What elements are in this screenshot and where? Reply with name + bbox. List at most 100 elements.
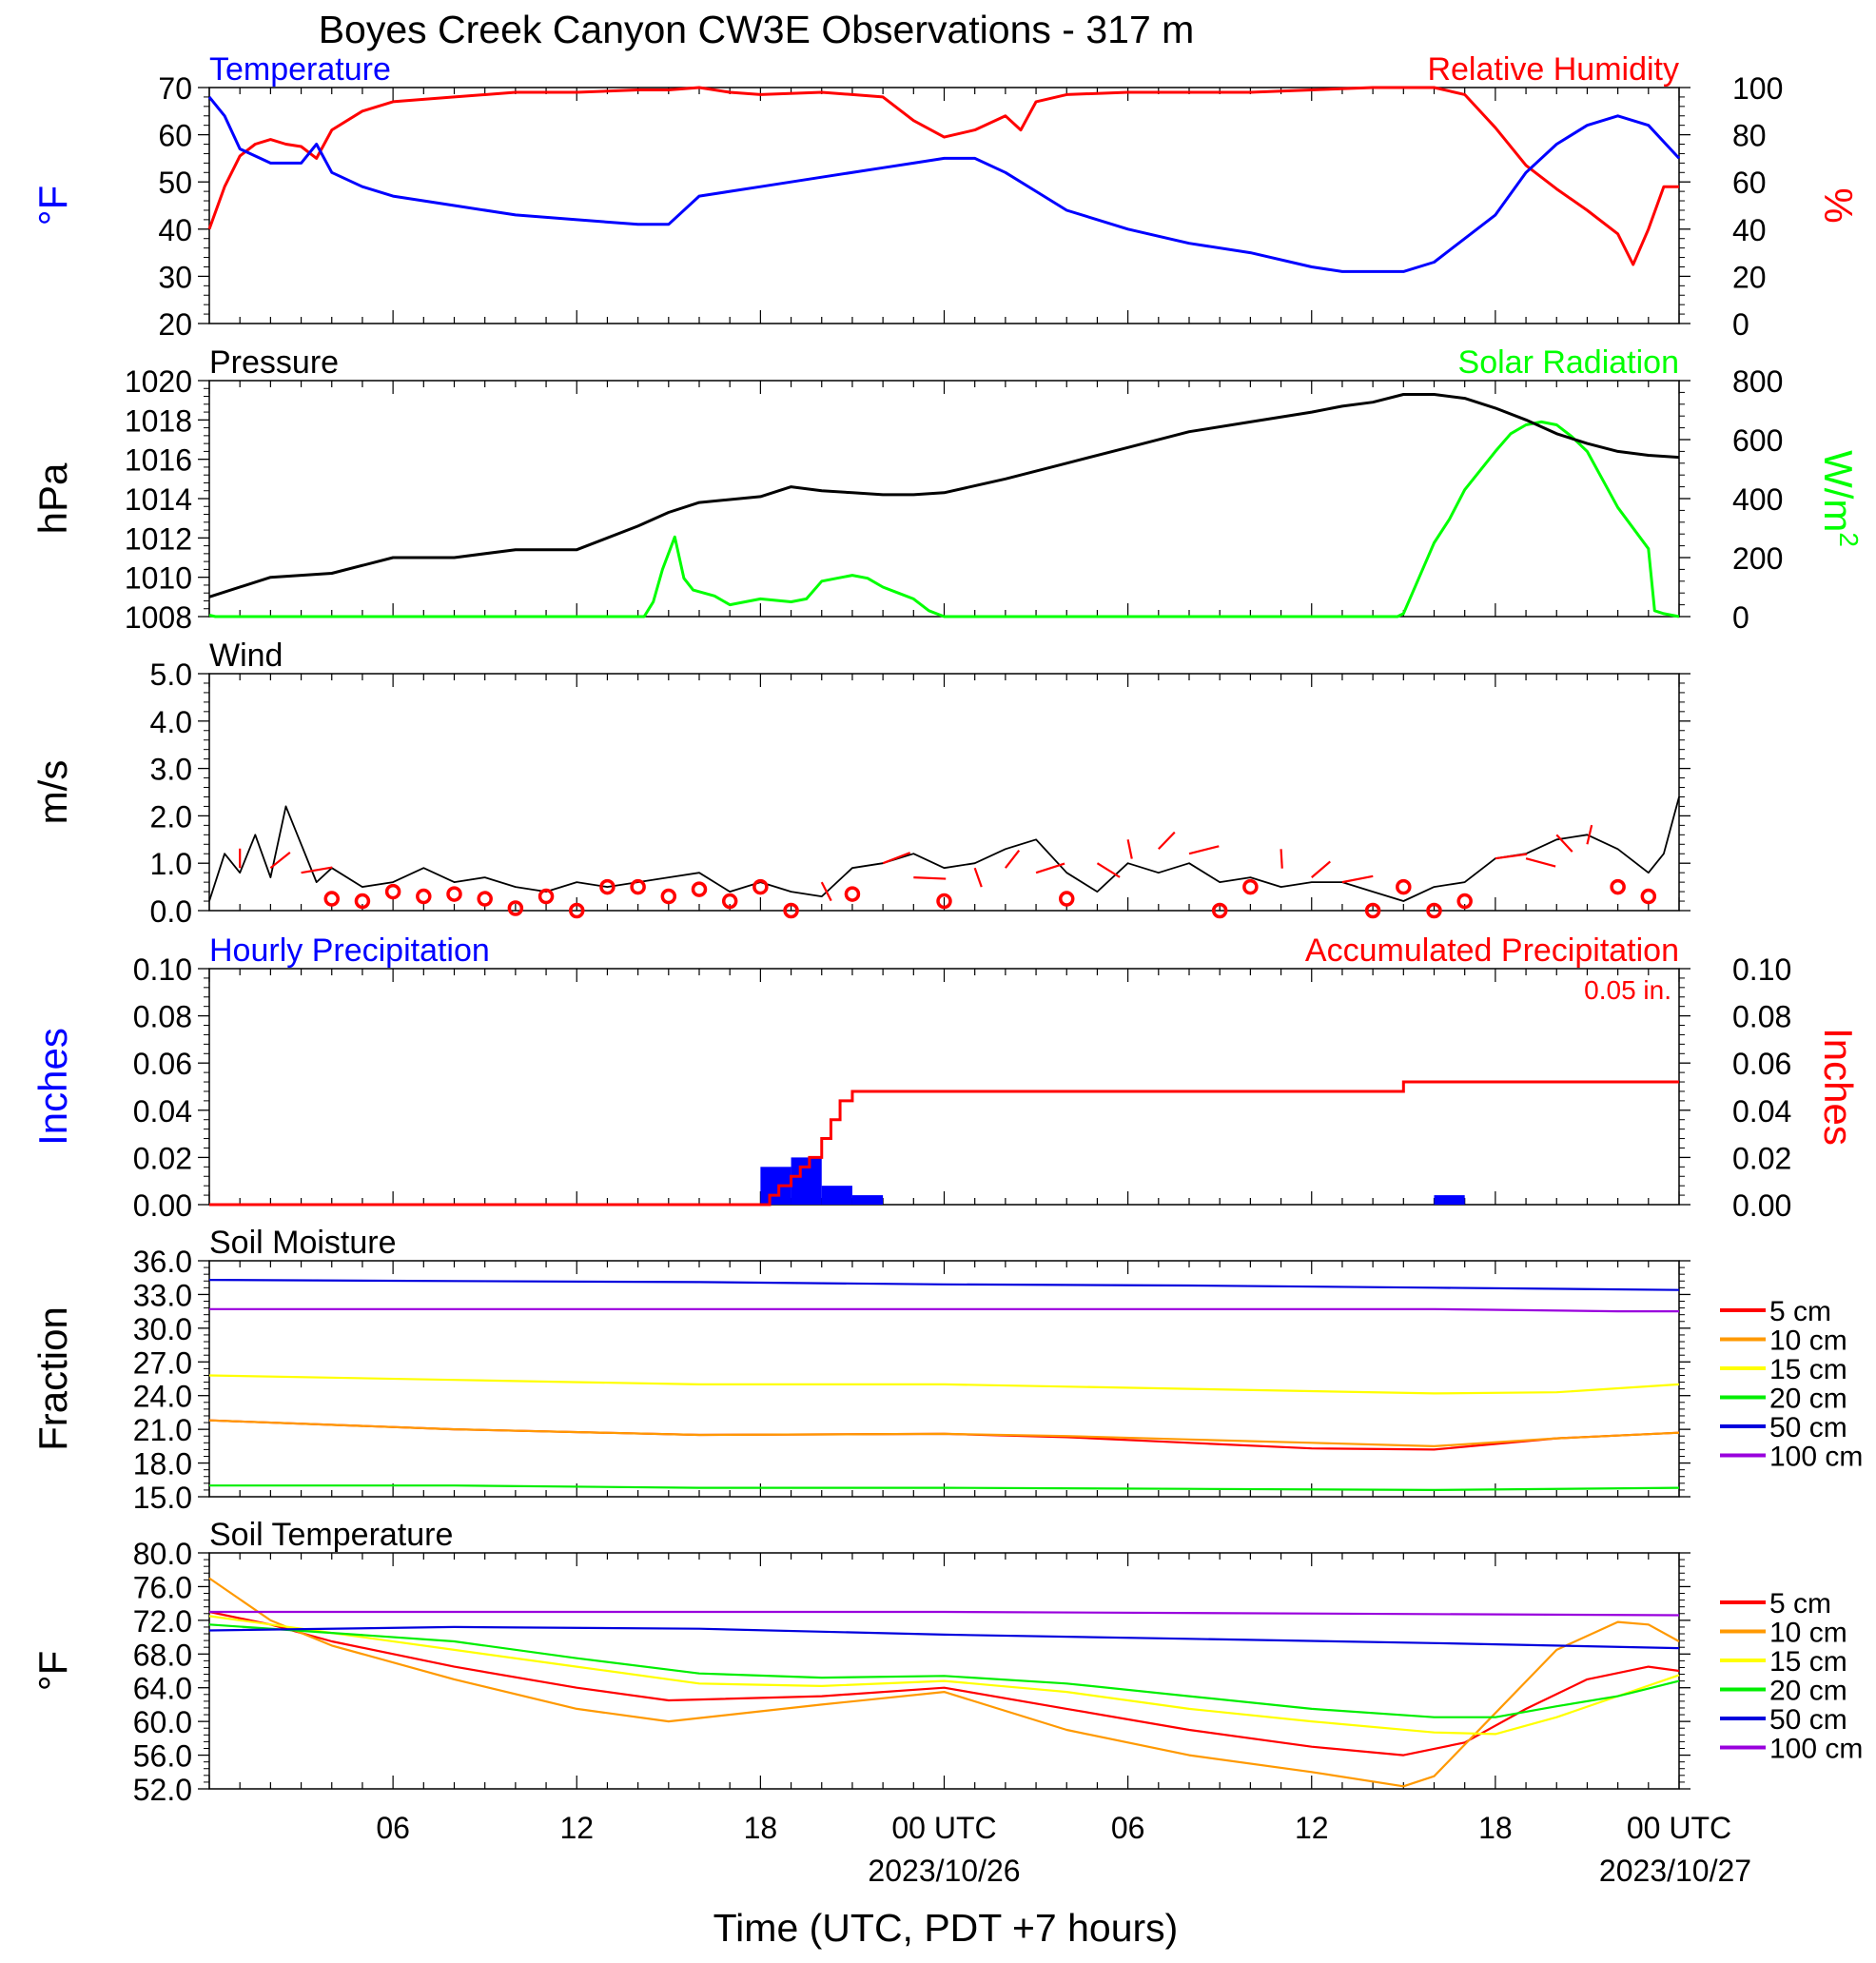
panel-title-left: Pressure xyxy=(209,344,339,381)
x-tick-label: 00 UTC xyxy=(1627,1811,1731,1845)
y-tick-label-left: 60.0 xyxy=(133,1705,192,1739)
y-tick-label-left: 30.0 xyxy=(133,1312,192,1346)
y-tick-label-left: 70 xyxy=(158,71,192,106)
y-tick-label-right: 0.04 xyxy=(1732,1094,1791,1129)
y-axis-label-right: Inches xyxy=(1816,1028,1861,1146)
wind-barb xyxy=(301,866,333,874)
wind-calm-marker xyxy=(630,878,646,895)
wind-calm-marker xyxy=(416,888,432,905)
y-tick-label-right: 0.08 xyxy=(1732,1000,1791,1034)
legend-label: 5 cm xyxy=(1769,1296,1831,1327)
legend-label: 20 cm xyxy=(1769,1384,1847,1415)
wind-barb xyxy=(973,867,983,888)
y-tick-label-left: 0.00 xyxy=(133,1188,192,1223)
panel-title-left: Soil Moisture xyxy=(209,1225,397,1261)
y-tick-label-right: 60 xyxy=(1732,166,1767,200)
x-tick-label: 18 xyxy=(744,1811,778,1845)
y-tick-label-right: 40 xyxy=(1732,213,1767,247)
soil-moisture-line xyxy=(208,1279,1680,1291)
y-tick-label-left: 0.0 xyxy=(150,894,192,929)
legend-label: 15 cm xyxy=(1769,1354,1847,1385)
y-axis-label-superscript: 2 xyxy=(1834,532,1864,547)
soil-temperature-line xyxy=(208,1615,1680,1736)
y-tick-label-right: 0.10 xyxy=(1732,952,1791,987)
panel-4: 0.00 0.02 0.04 0.06 0.08 0.10 0.00 0.02 0.04 0.06… xyxy=(30,932,1861,1223)
y-tick-label-right: 400 xyxy=(1732,482,1783,517)
wind-barb xyxy=(1158,831,1176,851)
wind-barb xyxy=(882,852,911,865)
y-tick-label-left: 1020 xyxy=(125,364,192,399)
y-tick-label-right: 0.00 xyxy=(1732,1188,1791,1223)
y-tick-label-left: 18.0 xyxy=(133,1447,192,1482)
wind-barb xyxy=(1188,845,1220,855)
legend-label: 15 cm xyxy=(1769,1646,1847,1678)
y-axis-label-left: °F xyxy=(30,1651,75,1691)
panel-title-left: Wind xyxy=(209,638,283,674)
wind-barb xyxy=(1311,860,1331,878)
wind-calm-marker xyxy=(446,886,462,902)
wind-barb xyxy=(913,876,947,880)
hourly-precip-bar xyxy=(1434,1195,1465,1205)
y-tick-label-left: 0.06 xyxy=(133,1047,192,1081)
y-tick-label-right: 0.06 xyxy=(1732,1047,1791,1081)
panel-3: 0.0 1.0 2.0 3.0 4.0 5.0 Wind m/s xyxy=(30,638,1690,929)
soil-moisture-line xyxy=(208,1419,1680,1447)
y-axis-label-left: °F xyxy=(30,186,75,226)
x-axis-title: Time (UTC, PDT +7 hours) xyxy=(713,1906,1179,1950)
panel-title-left: Temperature xyxy=(209,51,391,88)
x-tick-label: 06 xyxy=(1111,1811,1145,1845)
y-tick-label-left: 24.0 xyxy=(133,1380,192,1414)
y-tick-label-left: 15.0 xyxy=(133,1481,192,1515)
panel-6: 52.056.060.064.068.072.076.080.0 Soil Tem… xyxy=(30,1517,1863,1807)
humidity-line xyxy=(207,86,1679,266)
wind-calm-marker xyxy=(354,893,371,910)
y-axis-label-right: W/m2 xyxy=(1816,450,1864,547)
y-tick-label-left: 76.0 xyxy=(133,1570,192,1604)
y-tick-label-left: 5.0 xyxy=(150,658,192,692)
x-date-label: 2023/10/27 xyxy=(1599,1854,1751,1888)
wind-calm-marker xyxy=(1211,902,1228,919)
legend-label: 10 cm xyxy=(1769,1618,1847,1649)
wind-calm-marker xyxy=(1242,878,1259,895)
hourly-precip-bar xyxy=(791,1157,822,1205)
wind-calm-marker xyxy=(477,891,493,907)
y-tick-label-right: 0.02 xyxy=(1732,1141,1791,1175)
wind-calm-marker xyxy=(752,878,769,895)
wind-barb xyxy=(1280,849,1283,869)
legend-label: 50 cm xyxy=(1769,1704,1847,1736)
wind-calm-marker xyxy=(783,902,799,919)
y-axis-label-left: Inches xyxy=(30,1028,75,1146)
accumulated-total-label: 0.05 in. xyxy=(1584,975,1671,1005)
wind-calm-marker xyxy=(1426,902,1442,919)
y-tick-label-left: 0.02 xyxy=(133,1141,192,1175)
soil-temperature-line xyxy=(208,1625,1680,1650)
y-tick-label-left: 1014 xyxy=(125,482,192,517)
wind-calm-marker xyxy=(323,891,340,907)
panel-title-right: Solar Radiation xyxy=(1458,344,1679,381)
y-axis-label-left: m/s xyxy=(30,760,75,825)
y-tick-label-left: 56.0 xyxy=(133,1739,192,1774)
y-tick-label-left: 1010 xyxy=(125,561,192,596)
y-tick-label-right: 600 xyxy=(1732,423,1783,458)
y-tick-label-left: 1016 xyxy=(125,443,192,478)
y-tick-label-left: 4.0 xyxy=(150,705,192,739)
chart-title: Boyes Creek Canyon CW3E Observations - 3… xyxy=(319,8,1195,51)
legend-label: 50 cm xyxy=(1769,1412,1847,1443)
wind-speed-line xyxy=(208,796,1680,902)
x-axis: 06 12 18 00 UTC 06 12 18 00 UTC 2023/10/26 2023/1… xyxy=(376,1811,1751,1888)
y-tick-label-left: 68.0 xyxy=(133,1638,192,1672)
panel-2: 1008 1010 1012 1014 1016 1018 1020 0 200 400 600 80… xyxy=(30,344,1864,635)
y-tick-label-right: 200 xyxy=(1732,541,1783,576)
wind-barb xyxy=(1096,862,1121,878)
y-tick-label-left: 3.0 xyxy=(150,753,192,787)
wind-barb xyxy=(1495,853,1528,860)
wind-calm-marker xyxy=(1456,893,1473,910)
y-axis-label-right: % xyxy=(1816,187,1861,223)
wind-calm-marker xyxy=(599,878,616,895)
wind-barb xyxy=(1525,857,1556,868)
y-tick-label-left: 60 xyxy=(158,119,192,153)
hourly-precip-bar xyxy=(851,1195,884,1205)
y-tick-label-right: 80 xyxy=(1732,119,1767,153)
y-tick-label-left: 30 xyxy=(158,260,192,294)
